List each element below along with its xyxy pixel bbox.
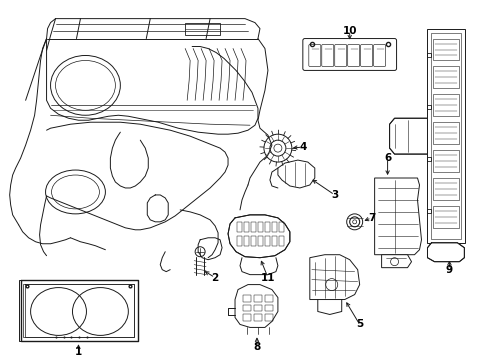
Polygon shape	[374, 178, 421, 255]
Text: 6: 6	[383, 153, 390, 163]
Polygon shape	[309, 255, 359, 300]
Bar	[258, 236, 263, 246]
Text: 10: 10	[342, 26, 356, 36]
Text: 9: 9	[445, 265, 452, 275]
Bar	[432, 122, 458, 144]
Polygon shape	[381, 255, 411, 268]
Bar	[243, 294, 250, 302]
Bar	[237, 222, 242, 232]
Bar	[278, 236, 284, 246]
Bar	[244, 222, 248, 232]
Bar	[432, 178, 458, 200]
Polygon shape	[427, 243, 464, 262]
Bar	[22, 284, 134, 337]
Bar	[271, 236, 276, 246]
Bar	[427, 28, 465, 243]
Polygon shape	[277, 160, 314, 188]
Bar	[432, 206, 458, 228]
Text: 1: 1	[75, 347, 82, 357]
Bar	[432, 39, 458, 60]
Bar	[432, 67, 458, 88]
Bar	[278, 222, 284, 232]
Bar	[258, 222, 263, 232]
Text: 8: 8	[253, 342, 260, 352]
Polygon shape	[235, 285, 277, 328]
Bar	[237, 236, 242, 246]
Text: 11: 11	[260, 273, 275, 283]
Text: 2: 2	[211, 273, 218, 283]
Bar	[264, 294, 272, 302]
Text: 7: 7	[367, 213, 375, 223]
Text: 5: 5	[355, 319, 363, 329]
Text: 4: 4	[299, 142, 306, 152]
Bar	[185, 23, 220, 35]
Bar	[264, 236, 269, 246]
Polygon shape	[227, 215, 289, 258]
Bar	[253, 315, 262, 321]
Bar	[264, 315, 272, 321]
Bar	[250, 236, 255, 246]
Bar	[264, 222, 269, 232]
Bar	[250, 222, 255, 232]
Bar	[253, 294, 262, 302]
Bar	[432, 94, 458, 116]
Bar	[253, 305, 262, 311]
Bar	[432, 150, 458, 172]
Bar	[271, 222, 276, 232]
Bar	[19, 280, 138, 341]
Text: 3: 3	[330, 190, 338, 200]
Bar	[430, 32, 461, 239]
Bar	[243, 305, 250, 311]
Bar	[244, 236, 248, 246]
Polygon shape	[389, 118, 427, 154]
Bar	[243, 315, 250, 321]
Bar	[264, 305, 272, 311]
